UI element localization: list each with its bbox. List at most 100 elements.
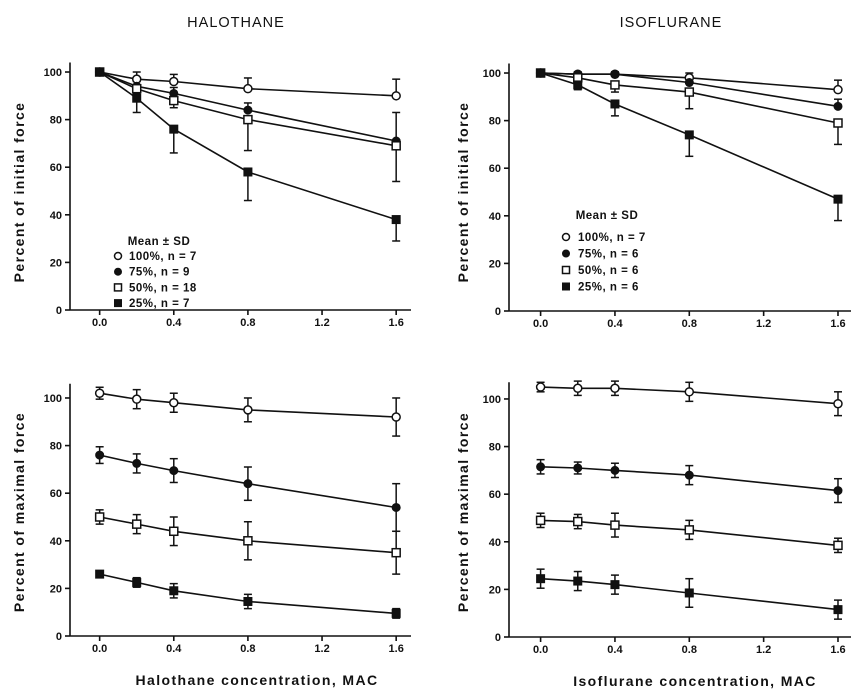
data-point	[610, 80, 620, 90]
data-point	[391, 608, 401, 618]
y-tick-label: 80	[489, 116, 501, 128]
data-point	[169, 466, 179, 476]
legend-title: Mean ± SD	[576, 210, 639, 222]
data-point	[536, 462, 546, 472]
legend-marker	[113, 251, 123, 261]
data-point	[833, 194, 843, 204]
data-point	[573, 80, 583, 90]
data-point	[684, 470, 694, 480]
legend-entry: 50%, n = 6	[578, 265, 639, 277]
data-point	[610, 520, 620, 530]
data-point	[243, 167, 253, 177]
data-point	[391, 547, 401, 558]
data-point	[684, 588, 694, 598]
data-point	[610, 99, 620, 109]
data-point	[536, 68, 546, 78]
y-tick-label: 80	[50, 441, 62, 453]
y-tick-label: 80	[50, 115, 62, 127]
data-point	[131, 83, 142, 94]
data-point	[610, 580, 620, 590]
x-tick-label: 1.2	[756, 644, 771, 656]
x-tick-label: 0.0	[533, 644, 548, 656]
data-point	[95, 569, 105, 579]
y-tick-label: 40	[489, 537, 501, 549]
y-tick-label: 60	[50, 162, 62, 174]
x-tick-label: 0.0	[92, 643, 107, 655]
data-point	[573, 463, 583, 473]
x-tick-label: 0.0	[92, 317, 107, 329]
data-point	[684, 387, 695, 397]
legend-entry: 75%, n = 9	[129, 267, 190, 279]
y-tick-label: 40	[50, 536, 62, 548]
x-tick-label: 0.4	[607, 318, 623, 330]
data-point	[131, 519, 142, 529]
legend-marker	[114, 267, 122, 276]
legend-marker	[561, 232, 571, 242]
y-tick-label: 20	[489, 258, 501, 270]
x-tick-label: 0.8	[240, 643, 255, 655]
data-point	[243, 405, 253, 415]
x-tick-label: 1.2	[314, 317, 329, 329]
data-point	[391, 141, 401, 151]
y-axis-title-top-left: Percent of initial force	[11, 102, 27, 283]
x-tick-label: 1.6	[389, 317, 404, 329]
x-axis-title-bottom-left: Halothane concentration, MAC	[136, 672, 379, 688]
x-tick-label: 0.4	[166, 643, 182, 655]
data-point	[833, 101, 843, 111]
y-tick-label: 100	[44, 67, 62, 79]
data-point	[833, 118, 843, 128]
data-point	[243, 105, 253, 115]
data-point	[132, 93, 142, 103]
y-tick-label: 0	[56, 305, 62, 317]
data-point	[243, 536, 253, 546]
data-point	[535, 515, 546, 526]
x-axis-title-bottom-right: Isoflurane concentration, MAC	[573, 673, 817, 689]
data-point	[684, 78, 694, 88]
y-tick-label: 100	[483, 394, 501, 406]
legend-marker	[113, 283, 123, 292]
y-tick-label: 20	[489, 584, 501, 596]
legend-marker	[562, 249, 570, 258]
legend-entry: 100%, n = 7	[129, 251, 197, 263]
y-tick-label: 0	[495, 306, 501, 318]
data-point	[95, 67, 105, 77]
chart-panel: 0 20 40 60 80 100 0.0 0.4 0.8 1.2 1.6	[44, 383, 411, 655]
y-tick-label: 0	[56, 631, 62, 643]
data-point	[94, 512, 105, 522]
data-point	[94, 388, 105, 398]
y-tick-label: 20	[50, 257, 62, 269]
data-point	[169, 397, 179, 408]
data-point	[391, 91, 401, 101]
data-point	[535, 382, 546, 392]
y-tick-label: 40	[50, 210, 62, 222]
x-tick-label: 0.8	[682, 644, 697, 656]
y-tick-label: 80	[489, 442, 501, 454]
x-tick-label: 1.6	[389, 643, 404, 655]
data-point	[132, 458, 142, 468]
y-tick-label: 60	[489, 489, 501, 501]
x-tick-label: 1.6	[830, 318, 845, 330]
legend-title: Mean ± SD	[128, 236, 191, 248]
x-tick-label: 1.2	[314, 643, 329, 655]
data-point	[169, 526, 179, 537]
y-tick-label: 0	[495, 632, 501, 644]
x-tick-label: 0.4	[166, 317, 182, 329]
data-point	[243, 479, 253, 489]
data-point	[243, 114, 253, 125]
data-point	[95, 450, 105, 460]
legend-entry: 25%, n = 7	[129, 298, 190, 310]
data-point	[131, 394, 142, 404]
data-point	[610, 383, 620, 394]
legend-marker	[561, 265, 571, 275]
legend-entry: 25%, n = 6	[578, 282, 639, 294]
data-point	[243, 596, 253, 606]
y-tick-label: 100	[44, 393, 62, 405]
data-point	[391, 502, 401, 512]
data-point	[132, 577, 142, 587]
y-axis-title-top-right: Percent of initial force	[455, 102, 471, 283]
data-point	[573, 383, 583, 394]
x-tick-label: 1.2	[756, 318, 771, 330]
chart-panel: 0 20 40 60 80 100 0.0 0.4 0.8 1.2 1.6 Mean ± SD 100%…	[483, 63, 851, 330]
x-tick-label: 0.0	[533, 318, 548, 330]
